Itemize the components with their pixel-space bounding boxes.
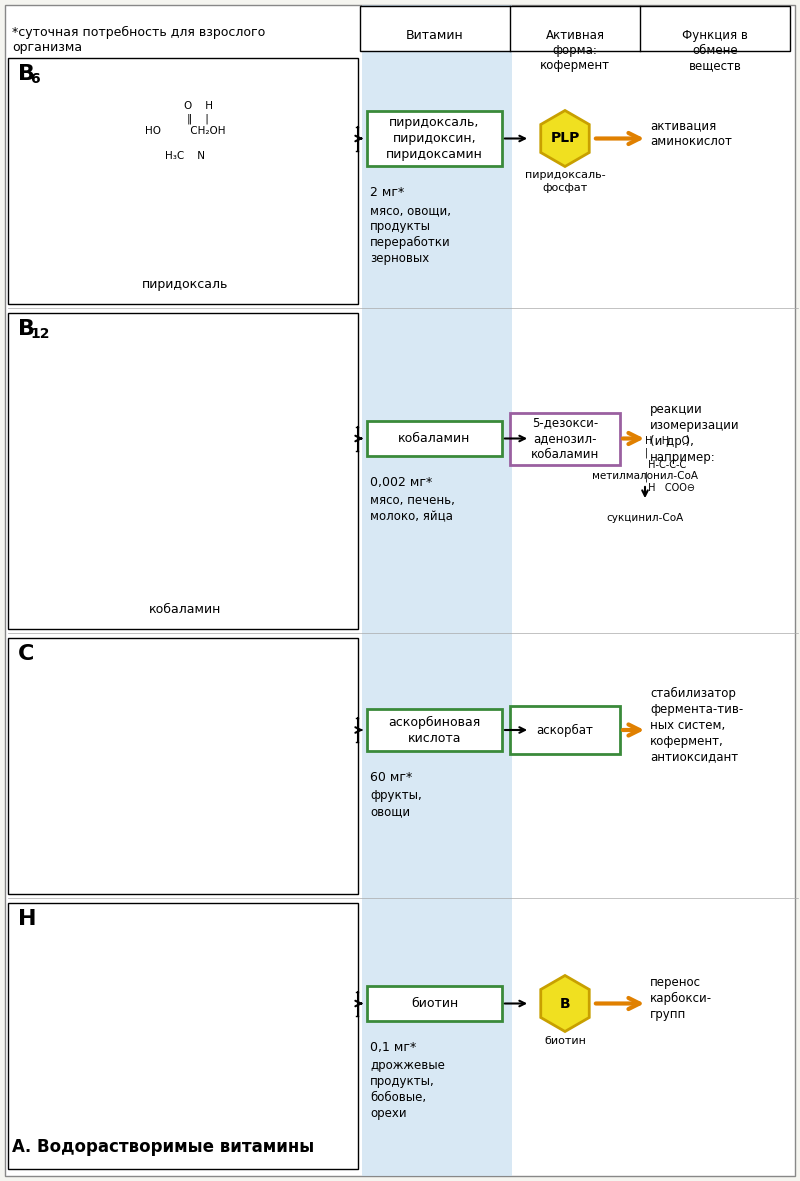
Text: 60 мг*: 60 мг*	[370, 771, 412, 784]
Text: O    H
        ‖    |
HO         CH₂OH

H₃C    N: O H ‖ | HO CH₂OH H₃C N	[145, 100, 226, 161]
FancyBboxPatch shape	[510, 412, 620, 464]
FancyBboxPatch shape	[8, 903, 358, 1169]
FancyBboxPatch shape	[8, 58, 358, 304]
Text: B: B	[560, 997, 570, 1011]
Text: 0,1 мг*: 0,1 мг*	[370, 1040, 416, 1053]
FancyBboxPatch shape	[8, 638, 358, 894]
Text: дрожжевые
продукты,
бобовые,
орехи: дрожжевые продукты, бобовые, орехи	[370, 1059, 445, 1120]
FancyBboxPatch shape	[367, 420, 502, 456]
Text: Активная
форма:
кофермент: Активная форма: кофермент	[540, 30, 610, 72]
Text: H: H	[18, 909, 37, 929]
Text: биотин: биотин	[544, 1036, 586, 1045]
Text: PLP: PLP	[550, 131, 580, 145]
Text: 2 мг*: 2 мг*	[370, 185, 404, 200]
Text: метилмалонил-СоА: метилмалонил-СоА	[592, 471, 698, 481]
Text: А. Водорастворимые витамины: А. Водорастворимые витамины	[12, 1138, 314, 1156]
Text: аскорбиновая
кислота: аскорбиновая кислота	[388, 716, 481, 744]
Text: пиридоксаль-
фосфат: пиридоксаль- фосфат	[525, 170, 606, 193]
Text: B: B	[18, 64, 35, 84]
FancyBboxPatch shape	[360, 6, 790, 51]
FancyBboxPatch shape	[367, 709, 502, 751]
Text: 5-дезокси-
аденозил-
кобаламин: 5-дезокси- аденозил- кобаламин	[531, 416, 599, 461]
Text: мясо, печень,
молоко, яйца: мясо, печень, молоко, яйца	[370, 494, 455, 523]
Text: C: C	[18, 644, 34, 664]
Text: кобаламин: кобаламин	[149, 603, 221, 616]
Text: 12: 12	[30, 327, 50, 341]
Polygon shape	[541, 976, 590, 1031]
FancyBboxPatch shape	[510, 706, 620, 753]
Text: B: B	[18, 319, 35, 339]
FancyBboxPatch shape	[367, 111, 502, 167]
Text: Функция в
обмене
веществ: Функция в обмене веществ	[682, 30, 748, 72]
Text: пиридоксаль,
пиридоксин,
пиридоксамин: пиридоксаль, пиридоксин, пиридоксамин	[386, 116, 483, 161]
Text: аскорбат: аскорбат	[537, 724, 594, 737]
Text: сукцинил-СоА: сукцинил-СоА	[606, 513, 684, 523]
Text: Витамин: Витамин	[406, 30, 464, 43]
Text: фрукты,
овощи: фрукты, овощи	[370, 789, 422, 818]
Text: реакции
изомеризации
(и др.),
например:: реакции изомеризации (и др.), например:	[650, 403, 740, 464]
Text: биотин: биотин	[411, 997, 458, 1010]
Polygon shape	[541, 111, 590, 167]
Text: *суточная потребность для взрослого
организма: *суточная потребность для взрослого орга…	[12, 26, 266, 54]
Text: перенос
карбокси-
групп: перенос карбокси- групп	[650, 976, 712, 1022]
Text: H   H    O
|
 H-C-C-C
|
 H   COO⊖: H H O | H-C-C-C | H COO⊖	[645, 436, 695, 494]
Text: пиридоксаль: пиридоксаль	[142, 278, 228, 291]
Text: стабилизатор
фермента-тив-
ных систем,
кофермент,
антиоксидант: стабилизатор фермента-тив- ных систем, к…	[650, 686, 743, 764]
Text: 6: 6	[30, 72, 40, 86]
Text: активация
аминокислот: активация аминокислот	[650, 119, 732, 148]
FancyBboxPatch shape	[362, 5, 512, 1176]
Text: 0,002 мг*: 0,002 мг*	[370, 476, 432, 489]
FancyBboxPatch shape	[367, 986, 502, 1022]
FancyBboxPatch shape	[5, 5, 795, 1176]
Text: кобаламин: кобаламин	[398, 432, 470, 445]
FancyBboxPatch shape	[8, 313, 358, 629]
Text: мясо, овощи,
продукты
переработки
зерновых: мясо, овощи, продукты переработки зернов…	[370, 204, 451, 265]
